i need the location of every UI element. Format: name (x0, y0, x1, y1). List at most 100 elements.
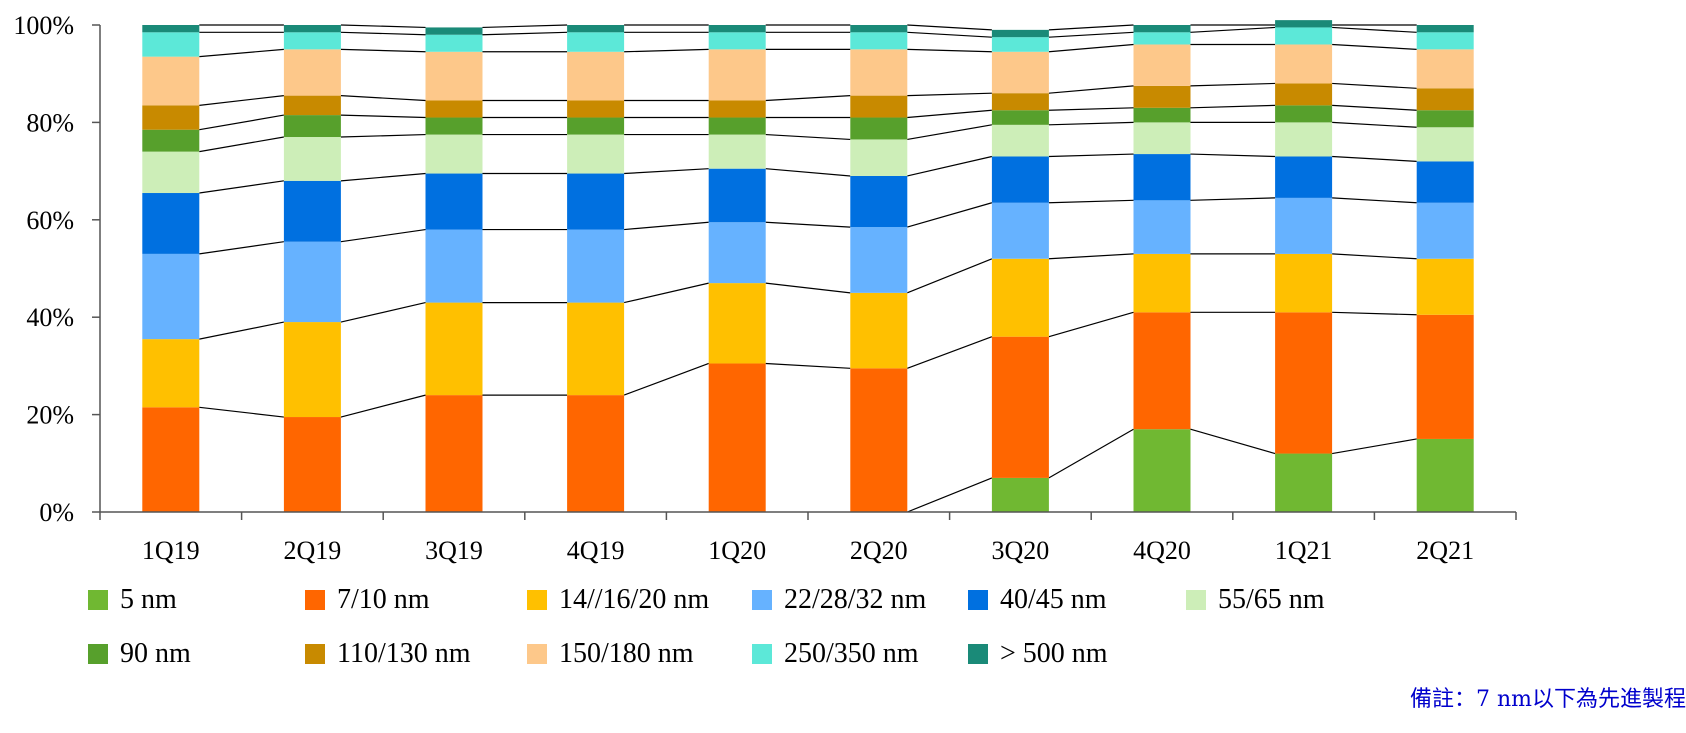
bar-segment-3Q19-250-350-nm (425, 34, 483, 52)
connector-line (623, 282, 709, 304)
bar-segment-2Q20-55-65-nm (850, 139, 908, 176)
bar-segment-2Q19-22-28-32-nm (283, 241, 341, 323)
bar-segment-4Q20-150-180-nm (1133, 44, 1191, 86)
bar-segment-4Q20-90-nm (1133, 107, 1191, 123)
connector-line (199, 95, 284, 106)
bar-segment-2Q19-7-10-nm (283, 417, 341, 512)
connector-line (340, 172, 426, 182)
bar-segment-4Q20-250-350-nm (1133, 32, 1191, 45)
bar-segment-1Q21-7-10-nm (1275, 312, 1333, 454)
connector-line (340, 228, 426, 243)
connector-line (1048, 311, 1134, 338)
connector-line (765, 221, 851, 228)
bar-segment-3Q20-22-28-32-nm (991, 202, 1049, 259)
bar-segment-3Q19-90-nm (425, 117, 483, 135)
bar-segment-4Q19-14-16-20-nm (567, 302, 625, 396)
bar-segment-3Q20-150-180-nm (991, 51, 1049, 94)
bar-segment-4Q19-150-180-nm (567, 51, 625, 101)
bar-segment-2Q21-14-16-20-nm (1416, 258, 1474, 315)
bar-segment-1Q19-40-45-nm (142, 193, 200, 254)
bar-segment-1Q20-22-28-32-nm (708, 222, 766, 284)
bar-segment-3Q20-14-16-20-nm (991, 258, 1049, 337)
bar-segment-3Q19--500-nm (425, 27, 483, 35)
connector-line (340, 95, 426, 102)
connector-line (623, 362, 709, 396)
connector-line (340, 302, 426, 323)
bar-segment-1Q20-150-180-nm (708, 49, 766, 101)
connector-line (907, 24, 992, 31)
bar-segment-2Q21-150-180-nm (1416, 49, 1474, 89)
connector-line (482, 24, 568, 29)
x-tick-label: 4Q19 (567, 536, 625, 565)
bar-segment-1Q19-250-350-nm (142, 32, 200, 57)
bar-segment-4Q20-22-28-32-nm (1133, 200, 1191, 254)
bar-segment-2Q21-22-28-32-nm (1416, 202, 1474, 259)
bar-segment-1Q20-14-16-20-nm (708, 283, 766, 364)
bar-segment-3Q20-7-10-nm (991, 336, 1049, 478)
bar-segment-1Q19-14-16-20-nm (142, 339, 200, 408)
connector-line (199, 241, 284, 255)
bar-segment-2Q21-40-45-nm (1416, 161, 1474, 203)
connector-line (340, 133, 426, 138)
connector-line (907, 124, 993, 141)
bar-segment-1Q20-40-45-nm (708, 168, 766, 223)
bar-segment-4Q20-5-nm (1133, 429, 1191, 512)
bar-segment-2Q21--500-nm (1416, 25, 1474, 33)
connector-line (340, 114, 426, 119)
bar-segment-2Q21-7-10-nm (1416, 314, 1474, 439)
connector-line (1048, 153, 1134, 158)
bar-segment-3Q20-250-350-nm (991, 37, 1049, 52)
bar-segment-1Q20-90-nm (708, 117, 766, 135)
x-tick-label: 3Q19 (425, 536, 483, 565)
connector-line (1048, 107, 1134, 111)
connector-line (1048, 121, 1134, 126)
bar-segment-3Q19-110-130-nm (425, 100, 483, 118)
bar-segment-3Q19-14-16-20-nm (425, 302, 483, 396)
bar-segment-2Q20-150-180-nm (850, 49, 908, 96)
bar-segment-2Q19-250-350-nm (283, 32, 341, 50)
connector-line (1190, 82, 1276, 87)
connector-line (1190, 197, 1276, 201)
bar-segment-2Q19-40-45-nm (283, 180, 341, 242)
connector-line (765, 362, 851, 369)
connector-line (907, 109, 992, 119)
bar-segment-4Q20--500-nm (1133, 25, 1191, 33)
connector-line (765, 133, 851, 141)
connector-line (1332, 104, 1417, 111)
connector-line (199, 406, 284, 418)
connector-line (340, 394, 426, 418)
bar-segment-2Q19-110-130-nm (283, 95, 341, 116)
bar-segment-1Q21--500-nm (1275, 20, 1333, 28)
bar-segment-1Q19-55-65-nm (142, 151, 200, 194)
connector-line (199, 136, 285, 153)
connector-line (1190, 26, 1276, 33)
bar-segment-1Q21-55-65-nm (1275, 122, 1333, 157)
bar-segment-1Q20-110-130-nm (708, 100, 766, 118)
bar-segment-1Q21-14-16-20-nm (1275, 253, 1333, 313)
x-tick-label: 2Q20 (850, 536, 908, 565)
connector-line (1048, 85, 1134, 94)
connector-line (1048, 31, 1134, 38)
bar-segment-4Q19-22-28-32-nm (567, 229, 625, 303)
bar-segment-2Q21-55-65-nm (1416, 127, 1474, 162)
connector-line (1190, 104, 1276, 109)
bar-segment-2Q19-55-65-nm (283, 137, 341, 181)
bar-segment-2Q20-22-28-32-nm (850, 227, 908, 293)
bar-segment-3Q20-110-130-nm (991, 93, 1049, 111)
bar-segment-1Q20-7-10-nm (708, 363, 766, 512)
bar-segment-2Q20-250-350-nm (850, 32, 908, 50)
bar-segment-1Q20-55-65-nm (708, 134, 766, 169)
x-tick-label: 2Q21 (1416, 536, 1474, 565)
bar-segment-1Q21-250-350-nm (1275, 27, 1333, 45)
bar-segment-1Q21-22-28-32-nm (1275, 197, 1333, 254)
connector-line (624, 221, 709, 231)
x-tick-label: 2Q19 (284, 536, 342, 565)
bar-segment-2Q20-110-130-nm (850, 95, 908, 118)
bar-segment-3Q20--500-nm (991, 29, 1049, 38)
y-tick-label: 20% (26, 401, 74, 430)
bar-segment-1Q20-250-350-nm (708, 32, 766, 50)
bar-segment-4Q19-7-10-nm (567, 395, 625, 512)
y-tick-label: 40% (26, 303, 74, 332)
bar-segment-1Q21-40-45-nm (1275, 156, 1333, 198)
connector-line (199, 114, 285, 131)
